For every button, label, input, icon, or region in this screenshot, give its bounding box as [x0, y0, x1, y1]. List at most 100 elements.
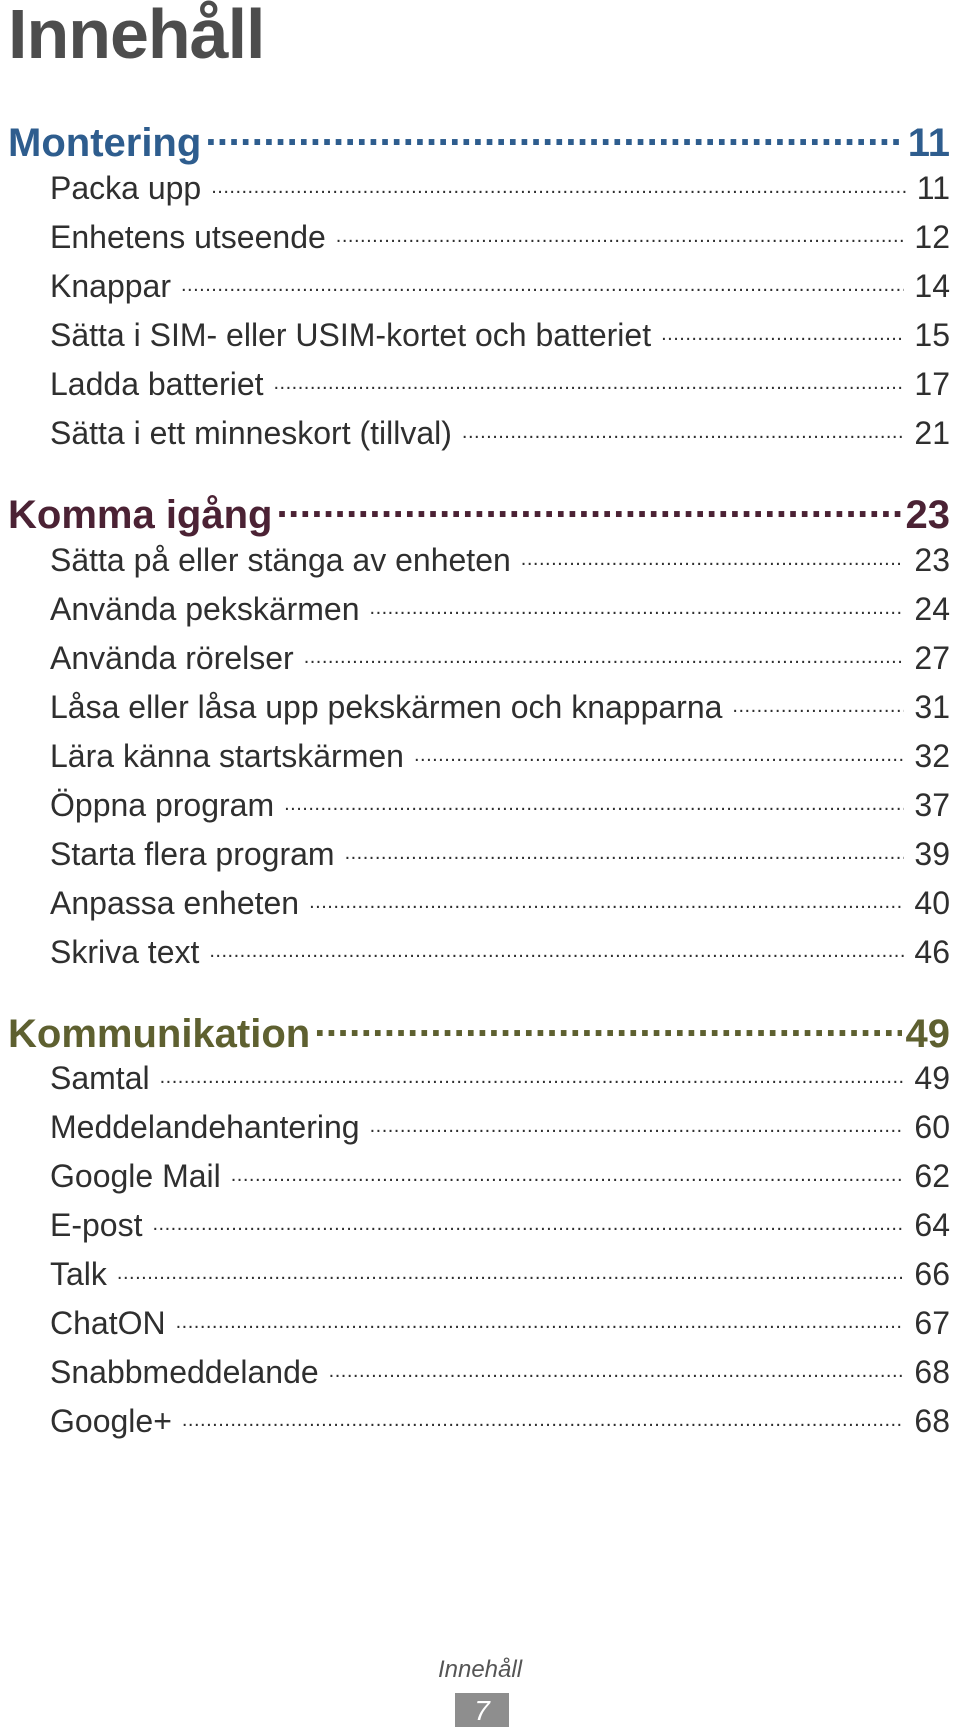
- toc-entry[interactable]: Starta flera program 39: [50, 836, 950, 880]
- dot-leader: [276, 488, 901, 528]
- dot-leader: [231, 1163, 905, 1187]
- chapter-montering[interactable]: Montering 11: [8, 116, 950, 166]
- toc-entry[interactable]: Sätta i SIM- eller USIM-kortet och batte…: [50, 317, 950, 361]
- toc-entry[interactable]: Låsa eller låsa upp pekskärmen och knapp…: [50, 689, 950, 733]
- entry-page-number: 46: [914, 934, 950, 970]
- toc-entry[interactable]: Enhetens utseende 12: [50, 219, 950, 263]
- entry-label: Skriva text: [50, 934, 200, 970]
- footer-page-number: 7: [455, 1693, 509, 1727]
- entry-page-number: 21: [914, 415, 950, 451]
- entry-page-number: 31: [914, 689, 950, 725]
- toc-entry[interactable]: Snabbmeddelande 68: [50, 1354, 950, 1398]
- toc-entry[interactable]: Använda rörelser 27: [50, 640, 950, 684]
- toc-entry[interactable]: Meddelandehantering 60: [50, 1109, 950, 1153]
- toc-entry[interactable]: Sätta på eller stänga av enheten 23: [50, 542, 950, 586]
- toc-entry[interactable]: Knappar 14: [50, 268, 950, 312]
- chapter-komma-igang[interactable]: Komma igång 23: [8, 488, 950, 538]
- dot-leader: [414, 743, 904, 767]
- dot-leader: [329, 1359, 905, 1383]
- entry-label: Ladda batteriet: [50, 366, 264, 402]
- entry-label: Starta flera program: [50, 836, 335, 872]
- entry-label: Använda pekskärmen: [50, 591, 360, 627]
- entry-label: Sätta på eller stänga av enheten: [50, 542, 511, 578]
- entry-page-number: 23: [914, 542, 950, 578]
- entry-page-number: 62: [914, 1158, 950, 1194]
- dot-leader: [160, 1065, 905, 1089]
- entry-page-number: 49: [914, 1060, 950, 1096]
- entry-page-number: 39: [914, 836, 950, 872]
- entry-label: Google Mail: [50, 1158, 221, 1194]
- entry-page-number: 64: [914, 1207, 950, 1243]
- toc-entry[interactable]: Samtal 49: [50, 1060, 950, 1104]
- entry-label: Meddelandehantering: [50, 1109, 360, 1145]
- toc-entry[interactable]: ChatON 67: [50, 1305, 950, 1349]
- toc-entry[interactable]: Skriva text 46: [50, 934, 950, 978]
- toc-entry[interactable]: Google+ 68: [50, 1403, 950, 1447]
- chapter-title: Montering: [8, 121, 202, 165]
- toc-entry[interactable]: Packa upp 11: [50, 170, 950, 214]
- entry-label: Använda rörelser: [50, 640, 294, 676]
- entry-label: Snabbmeddelande: [50, 1354, 319, 1390]
- dot-leader: [345, 841, 905, 865]
- toc-entry[interactable]: E-post 64: [50, 1207, 950, 1251]
- entry-label: Anpassa enheten: [50, 885, 300, 921]
- toc-entry[interactable]: Talk 66: [50, 1256, 950, 1300]
- entry-page-number: 17: [914, 366, 950, 402]
- entry-page-number: 11: [916, 170, 950, 206]
- entry-label: Sätta i SIM- eller USIM-kortet och batte…: [50, 317, 652, 353]
- dot-leader: [176, 1310, 905, 1334]
- entry-page-number: 68: [914, 1354, 950, 1390]
- entry-label: ChatON: [50, 1305, 166, 1341]
- entry-label: Sätta i ett minneskort (tillval): [50, 415, 452, 451]
- entry-label: Talk: [50, 1256, 107, 1292]
- entry-page-number: 27: [914, 640, 950, 676]
- dot-leader: [732, 694, 904, 718]
- chapter-page-number: 23: [905, 493, 951, 537]
- dot-leader: [209, 939, 904, 963]
- entry-page-number: 40: [914, 885, 950, 921]
- dot-leader: [117, 1261, 905, 1285]
- toc-entry[interactable]: Anpassa enheten 40: [50, 885, 950, 929]
- entry-page-number: 66: [914, 1256, 950, 1292]
- toc-entry[interactable]: Sätta i ett minneskort (tillval) 21: [50, 415, 950, 459]
- dot-leader: [462, 420, 905, 444]
- chapter-title: Komma igång: [8, 493, 273, 537]
- chapter-kommunikation[interactable]: Kommunikation 49: [8, 1007, 950, 1057]
- entry-page-number: 32: [914, 738, 950, 774]
- entry-label: Enhetens utseende: [50, 219, 326, 255]
- dot-leader: [521, 547, 905, 571]
- dot-leader: [370, 1114, 905, 1138]
- entry-page-number: 14: [914, 268, 950, 304]
- toc-entry[interactable]: Ladda batteriet 17: [50, 366, 950, 410]
- entry-page-number: 60: [914, 1109, 950, 1145]
- dot-leader: [152, 1212, 904, 1236]
- page-title: Innehåll: [8, 0, 265, 73]
- dot-leader: [182, 1408, 905, 1432]
- entry-label: Öppna program: [50, 787, 275, 823]
- dot-leader: [661, 322, 904, 346]
- entry-page-number: 12: [914, 219, 950, 255]
- toc-entry[interactable]: Google Mail 62: [50, 1158, 950, 1202]
- entry-label: Lära känna startskärmen: [50, 738, 404, 774]
- toc-entry[interactable]: Öppna program 37: [50, 787, 950, 831]
- entry-page-number: 67: [914, 1305, 950, 1341]
- dot-leader: [309, 890, 904, 914]
- chapter-title: Kommunikation: [8, 1012, 311, 1056]
- dot-leader: [370, 596, 905, 620]
- dot-leader: [205, 116, 903, 156]
- chapter-page-number: 11: [907, 121, 950, 165]
- footer-section-label: Innehåll: [437, 1656, 523, 1683]
- dot-leader: [304, 645, 905, 669]
- entry-label: Google+: [50, 1403, 172, 1439]
- dot-leader: [211, 175, 907, 199]
- dot-leader: [314, 1007, 901, 1047]
- toc-entry[interactable]: Lära känna startskärmen 32: [50, 738, 950, 782]
- entry-page-number: 15: [914, 317, 950, 353]
- entry-label: Packa upp: [50, 170, 202, 206]
- chapter-page-number: 49: [905, 1012, 951, 1056]
- entry-page-number: 37: [914, 787, 950, 823]
- toc-entry[interactable]: Använda pekskärmen 24: [50, 591, 950, 635]
- dot-leader: [336, 224, 905, 248]
- entry-label: Knappar: [50, 268, 171, 304]
